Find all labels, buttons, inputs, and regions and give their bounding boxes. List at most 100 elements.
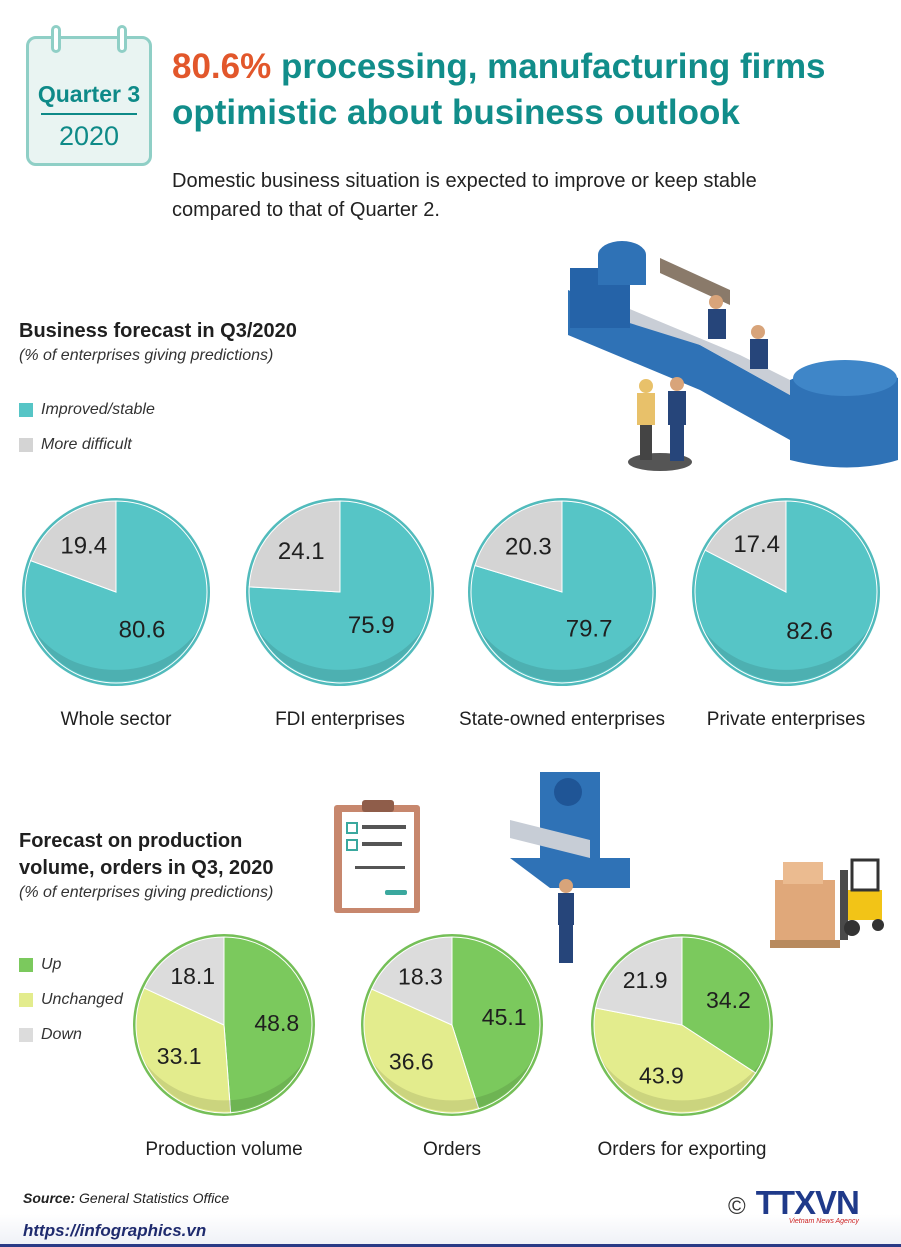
footer-background (0, 1214, 901, 1247)
pie-category-label: Private enterprises (707, 709, 865, 730)
pie-slice-up (451, 936, 541, 1110)
legend-label: Unchanged (41, 991, 123, 1008)
machine-illustration (510, 772, 630, 963)
pie-value-label: 20.3 (505, 534, 552, 561)
legend-swatch (19, 403, 33, 417)
legend-swatch (19, 438, 33, 452)
pie-slice-down (595, 936, 683, 1026)
legend-label: Down (41, 1026, 82, 1043)
logo-wordmark: TTXVN Vietnam News Agency (755, 1184, 860, 1225)
business-forecast-pies: 80.6 19.4 Whole sector 75.9 24.1 FDI enterpri… (22, 498, 880, 730)
factory-illustration (568, 241, 898, 471)
pie-category-label: Orders for exporting (598, 1139, 767, 1160)
calendar-badge: Quarter 3 2020 (26, 25, 152, 166)
pie-value-label: 24.1 (278, 538, 325, 565)
section2-title-line1: Forecast on production (19, 830, 243, 852)
title-highlight: 80.6% (172, 47, 272, 86)
section1-note: (% of enterprises giving predictions) (19, 347, 274, 364)
pie-value-label: 43.9 (639, 1063, 684, 1089)
pie-depth-shade (704, 630, 868, 682)
pie-chart: 80.6 19.4 Whole sector (22, 498, 210, 730)
pie-depth-shade (144, 1061, 304, 1112)
legend-improved: Improved/stable (19, 401, 155, 419)
pie-slice-down (143, 936, 225, 1026)
pie-value-label: 82.6 (786, 618, 833, 645)
pie-depth-shade (372, 1061, 532, 1112)
ttxvn-logo: © TTXVN Vietnam News Agency (728, 1184, 860, 1225)
pie-value-label: 48.8 (254, 1010, 299, 1036)
calendar-ring (51, 25, 61, 53)
pie-slice-up (223, 936, 313, 1114)
logo-subtitle: Vietnam News Agency (788, 1218, 859, 1225)
pie-value-label: 21.9 (623, 967, 668, 993)
pie-category-label: Production volume (145, 1139, 302, 1160)
pie-depth-shade (258, 630, 422, 682)
legend-label: Up (41, 956, 62, 973)
pie-value-label: 36.6 (389, 1048, 434, 1074)
pie-slice-unchanged (135, 987, 232, 1114)
pie-slice-more-difficult (29, 500, 117, 593)
pie-slice-down (371, 936, 453, 1026)
pie-category-label: State-owned enterprises (459, 709, 665, 730)
pie-chart: 82.6 17.4 Private enterprises (692, 498, 880, 730)
clipboard-illustration (334, 800, 420, 913)
footer-line (0, 1244, 901, 1247)
pie-chart: 34.2 43.9 21.9 Orders for exporting (591, 934, 773, 1160)
pie-slice-unchanged (363, 988, 480, 1114)
source-label: Source: (23, 1190, 76, 1206)
calendar-divider (41, 113, 137, 115)
pie-value-label: 45.1 (482, 1004, 527, 1030)
calendar-ring (117, 25, 127, 53)
pie-value-label: 18.3 (398, 963, 443, 989)
footer-url[interactable]: https://infographics.vn (23, 1221, 207, 1240)
legend-up: Up (19, 956, 61, 974)
legend-down: Down (19, 1026, 82, 1044)
section1-title: Business forecast in Q3/2020 (19, 320, 297, 342)
pie-value-label: 19.4 (60, 533, 107, 560)
section2-title: Forecast on production volume, orders in… (19, 828, 274, 882)
page-subtitle: Domestic business situation is expected … (172, 170, 757, 221)
pie-value-label: 34.2 (706, 987, 751, 1013)
pie-category-label: Whole sector (61, 709, 173, 730)
pie-chart: 75.9 24.1 FDI enterprises (246, 498, 434, 730)
pie-slice-unchanged (593, 1007, 757, 1114)
pie-value-label: 75.9 (348, 612, 395, 639)
calendar-quarter: Quarter 3 (37, 81, 141, 107)
calendar-year: 2020 (58, 121, 120, 151)
source-note: Source: General Statistics Office (23, 1190, 229, 1206)
logo-name: TTXVN (755, 1184, 860, 1221)
pie-value-label: 33.1 (157, 1043, 202, 1069)
pie-slice-more-difficult (704, 500, 787, 593)
pie-depth-shade (602, 1061, 762, 1112)
pie-slice-more-difficult (474, 500, 563, 593)
pie-value-label: 18.1 (170, 963, 215, 989)
pie-depth-shade (480, 630, 644, 682)
pie-value-label: 17.4 (733, 531, 780, 558)
footer-bar (0, 1214, 901, 1247)
pie-value-label: 79.7 (566, 616, 613, 643)
pie-category-label: FDI enterprises (275, 709, 405, 730)
pie-chart: 45.1 36.6 18.3 Orders (361, 934, 543, 1160)
pie-chart: 48.8 33.1 18.1 Production volume (133, 934, 315, 1160)
section2-title-line2: volume, orders in Q3, 2020 (19, 857, 274, 879)
pie-category-label: Orders (423, 1139, 481, 1160)
legend-unchanged: Unchanged (19, 991, 123, 1009)
pie-chart: 79.7 20.3 State-owned enterprises (459, 498, 665, 730)
source-text: General Statistics Office (75, 1190, 230, 1206)
pie-slice-more-difficult (248, 500, 341, 593)
legend-label: More difficult (41, 436, 132, 453)
section2-note: (% of enterprises giving predictions) (19, 884, 274, 901)
page-title: 80.6% processing, manufacturing firms op… (172, 44, 882, 136)
pie-depth-shade (34, 630, 198, 682)
legend-difficult: More difficult (19, 436, 132, 454)
title-rest: processing, manufacturing firms optimist… (172, 47, 826, 132)
legend-label: Improved/stable (41, 401, 155, 418)
copyright-icon: © (728, 1192, 746, 1220)
pie-value-label: 80.6 (119, 616, 166, 643)
legend-swatch (19, 993, 33, 1007)
production-forecast-pies: 48.8 33.1 18.1 Production volume 45.1 36.6 18.… (133, 934, 773, 1160)
legend-swatch (19, 1028, 33, 1042)
forklift-illustration (770, 858, 884, 948)
legend-swatch (19, 958, 33, 972)
